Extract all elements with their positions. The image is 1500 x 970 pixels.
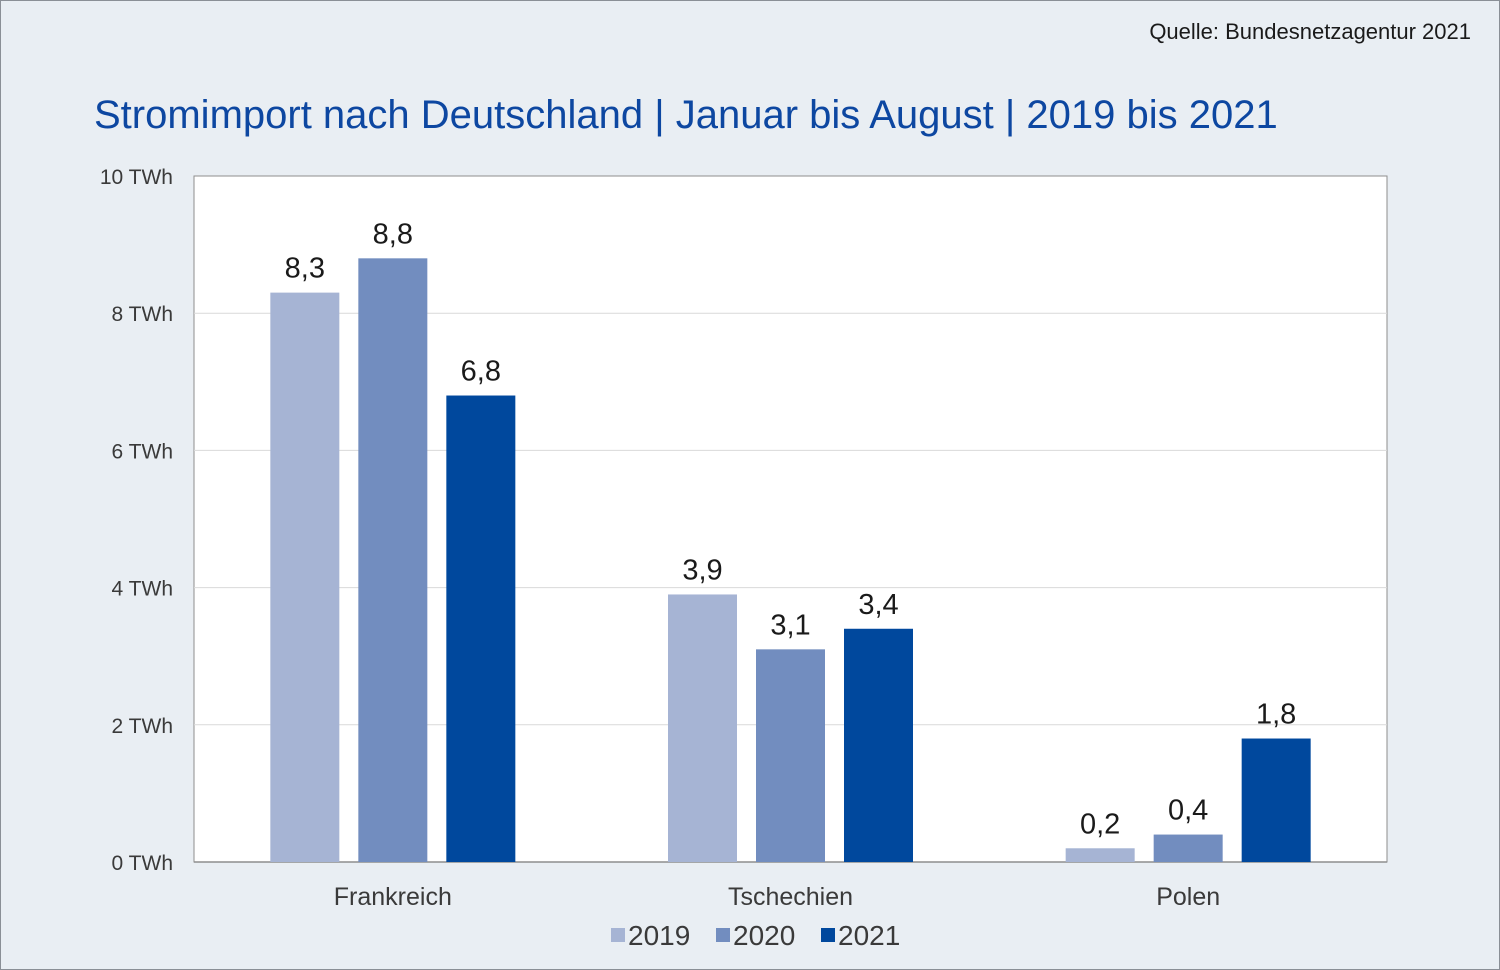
data-label: 3,9: [682, 554, 722, 586]
bar-2019-tschechien: [668, 594, 737, 862]
category-label: Frankreich: [334, 883, 452, 911]
legend-label: 2019: [628, 920, 690, 951]
y-tick-label: 0 TWh: [112, 852, 173, 875]
legend-label: 2020: [733, 920, 795, 951]
chart-title: Stromimport nach Deutschland | Januar bi…: [94, 93, 1278, 137]
source-note: Quelle: Bundesnetzagentur 2021: [1149, 19, 1471, 44]
category-label: Tschechien: [728, 883, 853, 911]
y-tick-label: 4 TWh: [112, 578, 173, 601]
category-label: Polen: [1156, 883, 1220, 911]
legend-label: 2021: [838, 920, 900, 951]
bar-2019-polen: [1065, 848, 1135, 862]
data-label: 3,4: [858, 589, 898, 621]
data-label: 0,2: [1080, 808, 1120, 840]
bar-2019-frankreich: [270, 292, 340, 862]
y-tick-label: 10 TWh: [100, 166, 173, 189]
bar-2020-tschechien: [756, 649, 825, 862]
bar-2020-frankreich: [358, 258, 428, 862]
y-tick-label: 6 TWh: [112, 440, 173, 463]
bar-2021-frankreich: [446, 395, 516, 862]
bar-2020-polen: [1153, 834, 1223, 862]
data-label: 8,3: [285, 253, 325, 285]
y-tick-label: 2 TWh: [112, 715, 173, 738]
legend-swatch-2019: [611, 928, 625, 942]
data-label: 8,8: [373, 218, 413, 250]
y-tick-label: 8 TWh: [112, 303, 173, 326]
data-label: 1,8: [1256, 699, 1296, 731]
bar-2021-tschechien: [844, 628, 913, 862]
legend-swatch-2021: [821, 928, 835, 942]
legend-swatch-2020: [716, 928, 730, 942]
data-label: 3,1: [770, 609, 810, 641]
bar-2021-polen: [1241, 738, 1311, 862]
data-label: 0,4: [1168, 795, 1208, 827]
data-label: 6,8: [461, 356, 501, 388]
